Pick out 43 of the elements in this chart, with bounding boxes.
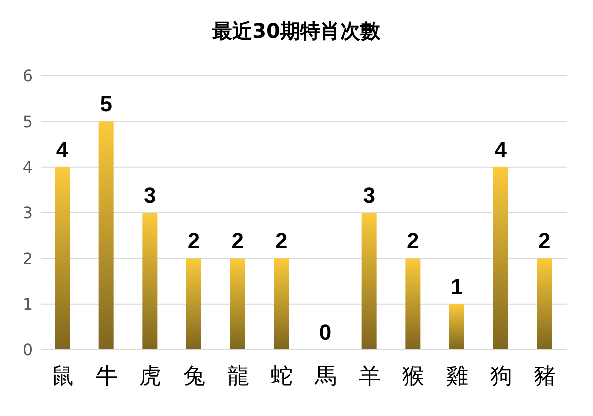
bar [274, 258, 290, 350]
data-label: 4 [56, 137, 70, 162]
data-label: 2 [538, 228, 551, 254]
y-tick-label: 5 [22, 112, 33, 132]
x-tick-label: 虎 [140, 364, 162, 390]
y-tick-label: 3 [22, 204, 33, 223]
data-label: 2 [407, 228, 420, 254]
data-label: 4 [494, 137, 508, 162]
bar [493, 167, 508, 350]
x-tick-label: 鼠 [52, 364, 74, 390]
data-label: 2 [188, 228, 200, 254]
bar [537, 258, 552, 350]
x-tick-label: 雞 [446, 364, 468, 390]
y-tick-label: 4 [22, 158, 33, 178]
bar [142, 213, 158, 350]
x-tick-label: 豬 [534, 364, 556, 390]
y-tick-label: 1 [22, 295, 33, 314]
x-tick-label: 蛇 [271, 364, 294, 390]
bar [362, 213, 377, 350]
bar [98, 122, 114, 350]
x-tick-label: 龍 [227, 364, 250, 390]
data-label: 3 [363, 183, 376, 208]
x-tick-label: 馬 [314, 364, 337, 390]
data-label: 5 [100, 92, 112, 117]
x-tick-label: 狗 [490, 364, 512, 390]
bar [406, 258, 421, 350]
data-label: 2 [232, 228, 244, 254]
y-tick-label: 0 [22, 340, 33, 360]
bar [450, 304, 464, 350]
bar [55, 167, 70, 350]
data-label: 0 [319, 320, 332, 345]
bar [230, 258, 246, 350]
data-label: 2 [276, 228, 288, 254]
x-tick-label: 猴 [402, 364, 425, 390]
y-tick-label: 6 [22, 66, 33, 86]
x-tick-label: 兔 [183, 364, 206, 390]
y-tick-label: 2 [22, 249, 33, 268]
x-tick-label: 羊 [358, 364, 381, 390]
data-label: 1 [450, 274, 464, 300]
chart-title: 最近30期特肖次數 [212, 18, 382, 45]
x-tick-label: 牛 [96, 364, 118, 390]
bar [186, 258, 202, 350]
data-label: 3 [144, 183, 156, 208]
